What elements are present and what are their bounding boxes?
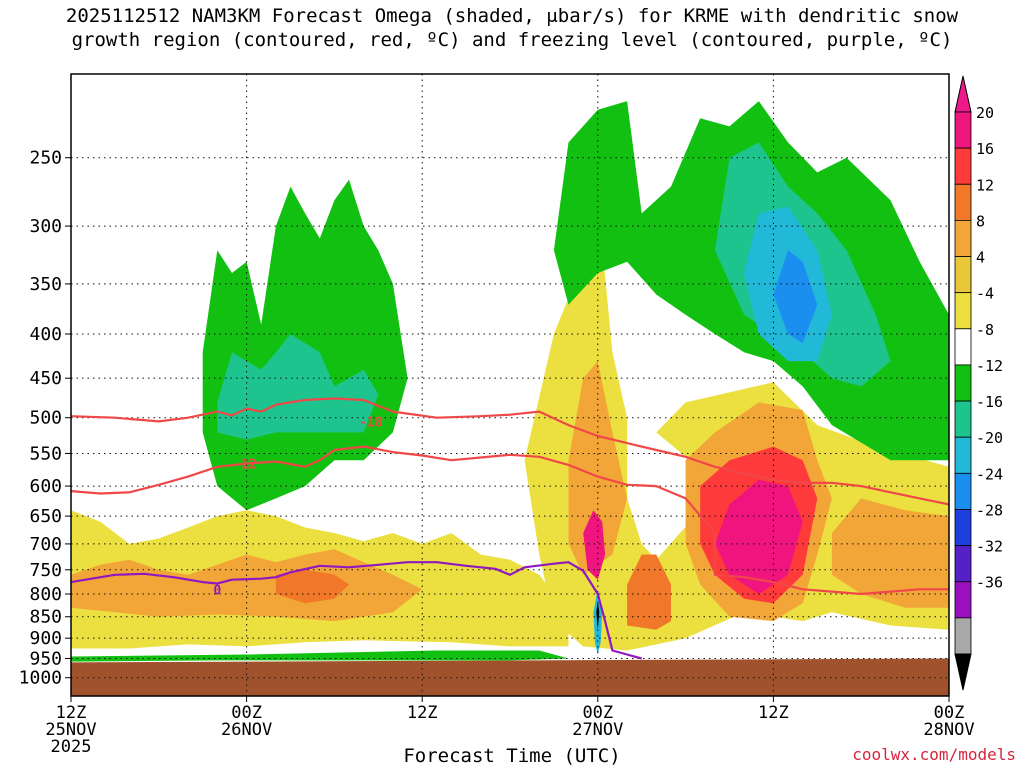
omega-region-black-bullseye	[596, 601, 600, 630]
omega-region-green-bottom-strip	[71, 650, 569, 662]
omega-region-teal-left	[217, 334, 379, 440]
x-tick-label-48-0: 12Z	[758, 703, 789, 723]
colorbar-label-12: -32	[976, 538, 1003, 556]
omega-region-magenta-right	[714, 479, 803, 594]
omega-region-orange-deep	[275, 569, 349, 604]
colorbar-label-6: -8	[976, 321, 994, 339]
colorbar-label-9: -20	[976, 429, 1003, 447]
colorbar-bin-11	[954, 509, 972, 547]
y-tick-label-1000: 1000	[19, 668, 62, 689]
x-tick-label-0-0: 12Z	[56, 703, 87, 723]
y-tick-label-950: 950	[29, 648, 62, 669]
x-tick-label-60-0: 00Z	[934, 703, 965, 723]
colorbar-bin-10	[954, 472, 972, 510]
y-tick-label-250: 250	[29, 148, 62, 169]
colorbar-top-triangle	[954, 75, 972, 113]
colorbar-bin-13	[954, 581, 972, 619]
omega-region-blue-top-right	[773, 250, 818, 344]
contour-line-2	[71, 561, 642, 660]
colorbar-label-5: -4	[976, 285, 994, 303]
colorbar-bin-4	[954, 256, 972, 294]
y-tick-label-750: 750	[29, 560, 62, 581]
x-tick-label-36-1: 27NOV	[572, 720, 623, 740]
colorbar-label-11: -28	[976, 502, 1003, 520]
colorbar-bottom-triangle	[954, 653, 972, 691]
chart-title-line-1: 2025112512 NAM3KM Forecast Omega (shaded…	[65, 5, 959, 27]
x-tick-label-60-1: 28NOV	[923, 720, 974, 740]
y-tick-label-300: 300	[29, 216, 62, 237]
colorbar-label-8: -16	[976, 393, 1003, 411]
omega-region-magenta-center	[583, 510, 606, 580]
omega-region-orange-right2	[831, 498, 949, 608]
contour-label-1: -12	[233, 458, 256, 473]
plot-frame	[70, 73, 950, 697]
colorbar-bin-14	[954, 617, 972, 655]
y-tick-label-600: 600	[29, 476, 62, 497]
colorbar-bin-7	[954, 364, 972, 402]
y-tick-label-550: 550	[29, 443, 62, 464]
colorbar-label-0: 20	[976, 104, 994, 122]
credit-text: coolwx.com/models	[852, 745, 1016, 764]
y-tick-label-850: 850	[29, 607, 62, 628]
colorbar-label-3: 8	[976, 212, 985, 230]
y-tick-label-900: 900	[29, 628, 62, 649]
contour-label-2: 0	[213, 583, 221, 598]
colorbar-label-4: 4	[976, 249, 985, 267]
y-tick-label-650: 650	[29, 506, 62, 527]
colorbar-label-1: 16	[976, 140, 994, 158]
x-tick-label-36-0: 00Z	[582, 703, 613, 723]
y-tick-label-450: 450	[29, 368, 62, 389]
x-axis-label: Forecast Time (UTC)	[403, 745, 621, 767]
y-tick-label-350: 350	[29, 274, 62, 295]
colorbar-bin-12	[954, 545, 972, 583]
contour-line-1	[71, 445, 949, 596]
x-tick-label-0-1: 25NOV	[45, 720, 96, 740]
colorbar-label-2: 12	[976, 176, 994, 194]
omega-region-orange-mid	[627, 554, 671, 630]
y-tick-label-400: 400	[29, 324, 62, 345]
colorbar-bin-3	[954, 219, 972, 257]
x-tick-label-12-1: 26NOV	[221, 720, 272, 740]
contour-line-0	[71, 397, 949, 506]
colorbar-label-10: -24	[976, 465, 1003, 483]
colorbar-label-7: -12	[976, 357, 1003, 375]
colorbar-bin-5	[954, 292, 972, 330]
x-tick-label-0-2: 2025	[51, 737, 92, 757]
colorbar-label-13: -36	[976, 574, 1003, 592]
x-tick-label-24-0: 12Z	[407, 703, 438, 723]
y-tick-label-800: 800	[29, 584, 62, 605]
colorbar-bin-0	[954, 111, 972, 149]
y-tick-label-500: 500	[29, 408, 62, 429]
colorbar-bin-6	[954, 328, 972, 366]
colorbar-bin-8	[954, 400, 972, 438]
contour-label-0: -18	[359, 415, 383, 430]
colorbar-bin-1	[954, 147, 972, 185]
y-tick-label-700: 700	[29, 534, 62, 555]
chart-title-line-2: growth region (contoured, red, ºC) and f…	[71, 29, 953, 51]
omega-region-ground	[71, 658, 949, 696]
colorbar-bin-9	[954, 436, 972, 474]
colorbar-bin-2	[954, 183, 972, 221]
omega-region-orange-center	[568, 361, 628, 575]
x-tick-label-12-0: 00Z	[231, 703, 262, 723]
